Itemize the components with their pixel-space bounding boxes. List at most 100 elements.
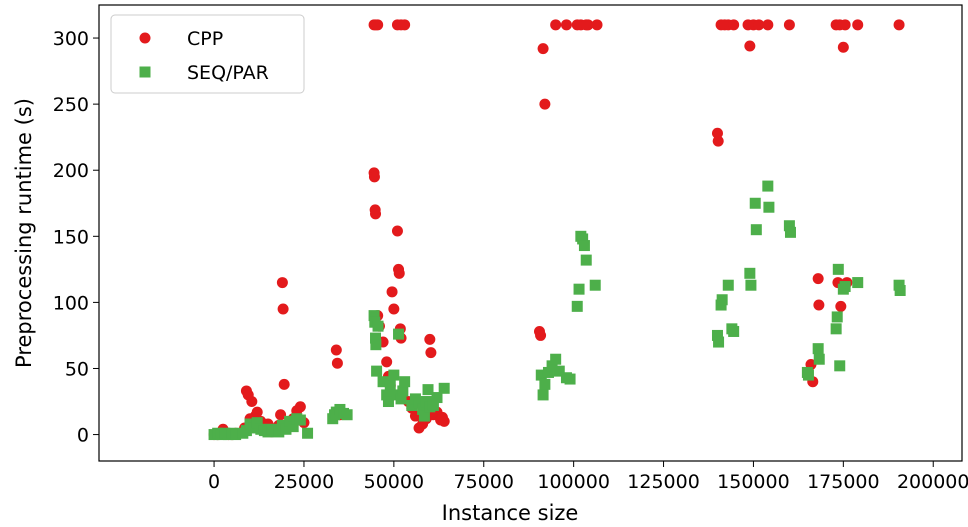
- data-point: [427, 399, 439, 411]
- x-tick-label: 175000: [807, 471, 880, 493]
- y-tick-label: 200: [53, 160, 89, 182]
- data-point: [371, 365, 383, 377]
- x-tick-label: 25000: [274, 471, 334, 493]
- data-point: [830, 323, 842, 335]
- data-point: [368, 310, 380, 322]
- data-point: [431, 392, 443, 404]
- data-point: [831, 311, 843, 323]
- data-point: [251, 417, 263, 429]
- data-point: [762, 180, 774, 192]
- data-point: [393, 267, 405, 279]
- data-point: [577, 233, 589, 245]
- data-point: [894, 284, 906, 296]
- x-tick-label: 0: [208, 471, 220, 493]
- data-point: [728, 19, 740, 31]
- data-point: [553, 365, 565, 377]
- data-point: [812, 343, 824, 355]
- data-point: [276, 277, 288, 289]
- y-tick-label: 50: [65, 358, 89, 380]
- data-point: [813, 299, 825, 311]
- data-point: [542, 366, 554, 378]
- data-points: [208, 19, 906, 441]
- data-point: [550, 19, 562, 31]
- data-point: [744, 267, 756, 279]
- data-point: [341, 409, 353, 421]
- data-point: [893, 19, 905, 31]
- data-point: [812, 273, 824, 285]
- data-point: [230, 429, 242, 441]
- data-point: [852, 19, 864, 31]
- data-point: [381, 356, 393, 368]
- data-point: [277, 303, 289, 315]
- data-point: [784, 226, 796, 238]
- data-point: [722, 279, 734, 291]
- data-point: [251, 406, 263, 418]
- data-point: [391, 225, 403, 237]
- data-point: [852, 277, 864, 289]
- data-point: [388, 303, 400, 315]
- data-point: [331, 357, 343, 369]
- data-point: [294, 414, 306, 426]
- data-point: [802, 369, 814, 381]
- x-tick-label: 125000: [627, 471, 700, 493]
- data-point: [372, 19, 384, 31]
- data-point: [413, 397, 425, 409]
- data-point: [753, 19, 765, 31]
- data-point: [330, 344, 342, 356]
- data-point: [744, 40, 756, 52]
- legend-label: SEQ/PAR: [187, 62, 269, 84]
- axes: [98, 4, 963, 462]
- data-point: [546, 360, 558, 372]
- series-cpp: [208, 19, 905, 441]
- data-point: [839, 19, 851, 31]
- data-point: [399, 376, 411, 388]
- legend-marker: [139, 66, 151, 78]
- data-point: [399, 19, 411, 31]
- data-point: [711, 329, 723, 341]
- data-point: [839, 281, 851, 293]
- plot-frame: [98, 4, 963, 462]
- data-point: [713, 336, 725, 348]
- data-point: [837, 41, 849, 53]
- data-point: [832, 263, 844, 275]
- data-point: [535, 329, 547, 341]
- data-point: [422, 384, 434, 396]
- y-tick-label: 300: [53, 28, 89, 50]
- data-point: [813, 353, 825, 365]
- data-point: [539, 98, 551, 110]
- data-point: [537, 43, 549, 55]
- series-seq-par: [208, 180, 906, 441]
- data-point: [393, 328, 405, 340]
- data-point: [749, 197, 761, 209]
- data-point: [750, 224, 762, 236]
- x-tick-label: 75000: [454, 471, 514, 493]
- x-tick-label: 100000: [537, 471, 610, 493]
- data-point: [580, 254, 592, 266]
- data-point: [287, 421, 299, 433]
- data-point: [302, 427, 314, 439]
- data-point: [728, 325, 740, 337]
- data-point: [418, 410, 430, 422]
- y-tick-label: 150: [53, 226, 89, 248]
- data-point: [591, 19, 603, 31]
- data-point: [386, 286, 398, 298]
- data-point: [372, 320, 384, 332]
- data-point: [560, 19, 572, 31]
- x-tick-label: 50000: [364, 471, 424, 493]
- data-point: [438, 415, 450, 427]
- data-point: [564, 373, 576, 385]
- tick-labels: 0 25000 50000 75000 100000 125000 150000 175000…: [53, 28, 968, 493]
- data-point: [424, 333, 436, 345]
- data-point: [539, 378, 551, 390]
- legend-marker: [139, 32, 151, 44]
- x-tick-label: 200000: [897, 471, 968, 493]
- data-point: [745, 279, 757, 291]
- data-point: [370, 339, 382, 351]
- legend-box: [110, 14, 305, 94]
- data-point: [382, 396, 394, 408]
- data-point: [438, 382, 450, 394]
- data-point: [573, 283, 585, 295]
- legend-label: CPP: [187, 28, 223, 50]
- data-point: [370, 332, 382, 344]
